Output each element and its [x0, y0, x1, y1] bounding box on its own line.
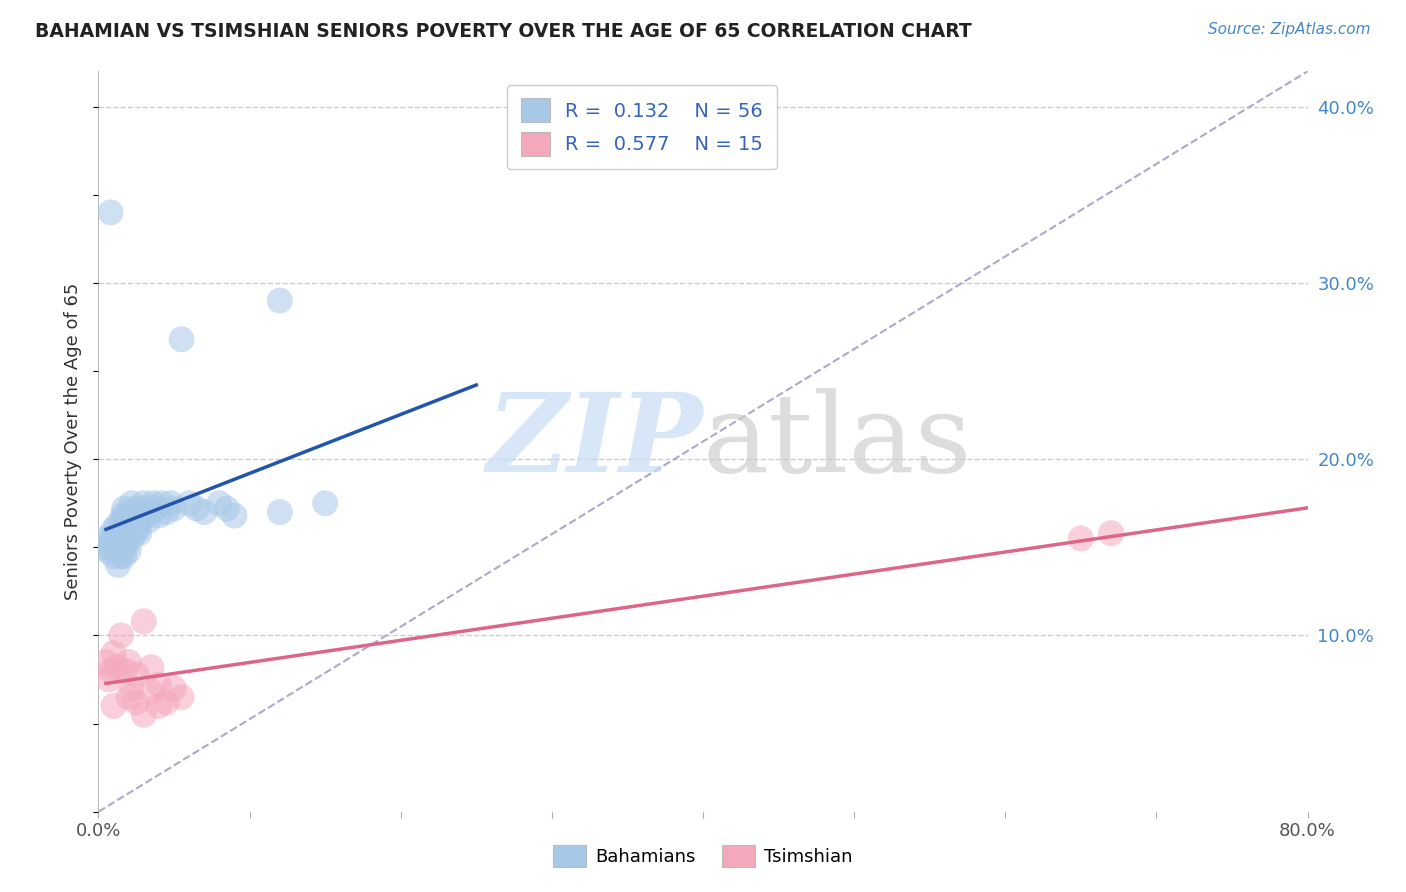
- Point: [170, 690, 193, 705]
- Point: [110, 549, 132, 563]
- Point: [215, 501, 238, 516]
- Point: [155, 695, 177, 709]
- Point: [112, 501, 135, 516]
- Point: [96, 544, 118, 558]
- Point: [98, 673, 121, 687]
- Point: [124, 526, 146, 541]
- Point: [125, 695, 148, 709]
- Point: [132, 496, 155, 510]
- Point: [170, 332, 193, 346]
- Point: [98, 537, 121, 551]
- Point: [148, 678, 170, 692]
- Point: [103, 523, 125, 537]
- Point: [111, 508, 134, 523]
- Point: [105, 519, 128, 533]
- Point: [118, 505, 141, 519]
- Point: [100, 532, 122, 546]
- Point: [122, 519, 145, 533]
- Point: [269, 293, 291, 308]
- Point: [125, 501, 148, 516]
- Point: [110, 628, 132, 642]
- Point: [103, 549, 125, 563]
- Point: [107, 558, 129, 572]
- Point: [118, 655, 141, 669]
- Point: [103, 646, 125, 660]
- Point: [115, 532, 138, 546]
- Point: [1099, 526, 1122, 541]
- Point: [135, 501, 157, 516]
- Point: [132, 707, 155, 722]
- Point: [100, 664, 122, 678]
- Point: [114, 664, 136, 678]
- Point: [118, 544, 141, 558]
- Point: [94, 532, 117, 546]
- Point: [141, 660, 163, 674]
- Text: atlas: atlas: [703, 388, 973, 495]
- Point: [105, 660, 128, 674]
- Legend: Bahamians, Tsimshian: Bahamians, Tsimshian: [547, 838, 859, 874]
- Point: [118, 690, 141, 705]
- Point: [120, 523, 142, 537]
- Text: ZIP: ZIP: [486, 388, 703, 495]
- Point: [314, 496, 336, 510]
- Point: [1070, 532, 1092, 546]
- Point: [141, 505, 163, 519]
- Text: Source: ZipAtlas.com: Source: ZipAtlas.com: [1208, 22, 1371, 37]
- Point: [111, 541, 134, 555]
- Point: [160, 496, 183, 510]
- Point: [224, 508, 246, 523]
- Point: [142, 496, 165, 510]
- Text: BAHAMIAN VS TSIMSHIAN SENIORS POVERTY OVER THE AGE OF 65 CORRELATION CHART: BAHAMIAN VS TSIMSHIAN SENIORS POVERTY OV…: [35, 22, 972, 41]
- Point: [155, 505, 177, 519]
- Point: [129, 514, 152, 528]
- Point: [186, 501, 208, 516]
- Point: [148, 508, 170, 523]
- Point: [121, 496, 143, 510]
- Point: [125, 667, 148, 681]
- Point: [94, 655, 117, 669]
- Point: [114, 514, 136, 528]
- Y-axis label: Seniors Poverty Over the Age of 65: Seniors Poverty Over the Age of 65: [65, 283, 83, 600]
- Point: [103, 698, 125, 713]
- Point: [134, 508, 156, 523]
- Point: [150, 496, 173, 510]
- Point: [94, 541, 117, 555]
- Point: [108, 537, 131, 551]
- Legend: R =  0.132    N = 56, R =  0.577    N = 15: R = 0.132 N = 56, R = 0.577 N = 15: [508, 85, 778, 169]
- Point: [121, 532, 143, 546]
- Point: [136, 514, 159, 528]
- Point: [107, 526, 129, 541]
- Point: [179, 496, 201, 510]
- Point: [131, 505, 153, 519]
- Point: [112, 549, 135, 563]
- Point: [100, 205, 122, 219]
- Point: [104, 532, 127, 546]
- Point: [110, 514, 132, 528]
- Point: [148, 698, 170, 713]
- Point: [163, 501, 186, 516]
- Point: [128, 526, 150, 541]
- Point: [141, 685, 163, 699]
- Point: [105, 544, 128, 558]
- Point: [114, 541, 136, 555]
- Point: [132, 615, 155, 629]
- Point: [127, 523, 149, 537]
- Point: [208, 496, 231, 510]
- Point: [193, 505, 215, 519]
- Point: [125, 514, 148, 528]
- Point: [163, 681, 186, 696]
- Point: [145, 501, 167, 516]
- Point: [121, 681, 143, 696]
- Point: [269, 505, 291, 519]
